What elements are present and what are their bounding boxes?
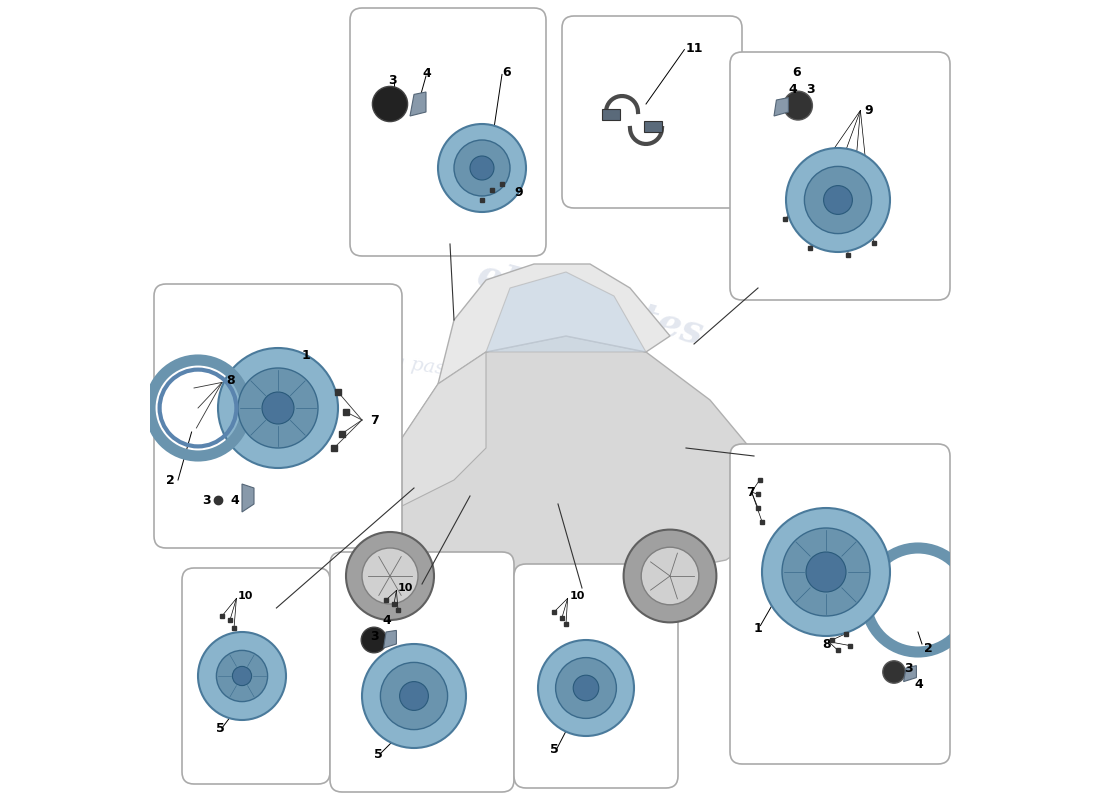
Text: 2: 2 — [166, 474, 175, 486]
FancyBboxPatch shape — [562, 16, 742, 208]
Text: 5: 5 — [216, 722, 224, 734]
Circle shape — [782, 528, 870, 616]
Circle shape — [804, 166, 871, 234]
Text: 10: 10 — [238, 591, 253, 601]
FancyBboxPatch shape — [730, 444, 950, 764]
Text: 8: 8 — [226, 374, 234, 386]
Circle shape — [381, 662, 448, 730]
Polygon shape — [903, 666, 916, 682]
Circle shape — [470, 156, 494, 180]
Text: 3: 3 — [806, 83, 815, 96]
Circle shape — [362, 548, 418, 604]
Circle shape — [217, 650, 267, 702]
Circle shape — [361, 627, 387, 653]
Text: 7: 7 — [746, 486, 755, 498]
Text: 4: 4 — [789, 83, 797, 96]
Text: 3: 3 — [904, 662, 913, 674]
Circle shape — [232, 666, 252, 686]
Circle shape — [556, 658, 616, 718]
Circle shape — [824, 186, 852, 214]
Circle shape — [641, 547, 698, 605]
Circle shape — [538, 640, 634, 736]
Circle shape — [218, 348, 338, 468]
Circle shape — [783, 91, 813, 120]
Text: 4: 4 — [914, 678, 923, 690]
Circle shape — [373, 86, 408, 122]
Polygon shape — [486, 272, 646, 352]
Bar — [602, 109, 619, 120]
Text: 2: 2 — [924, 642, 933, 654]
Polygon shape — [326, 336, 774, 584]
Text: 6: 6 — [792, 66, 801, 78]
Text: 4: 4 — [230, 494, 239, 506]
Circle shape — [438, 124, 526, 212]
Circle shape — [399, 682, 428, 710]
Circle shape — [454, 140, 510, 196]
Text: 4: 4 — [422, 67, 431, 80]
Text: 5: 5 — [374, 748, 383, 761]
Polygon shape — [410, 92, 426, 116]
Circle shape — [262, 392, 294, 424]
Text: 9: 9 — [865, 104, 873, 117]
Text: 3: 3 — [388, 74, 397, 86]
Text: 11: 11 — [686, 42, 704, 54]
Text: 3: 3 — [202, 494, 210, 506]
Circle shape — [624, 530, 716, 622]
Text: a passion for performance 1985: a passion for performance 1985 — [393, 353, 707, 415]
FancyBboxPatch shape — [514, 564, 678, 788]
Polygon shape — [326, 352, 486, 528]
FancyBboxPatch shape — [350, 8, 546, 256]
Circle shape — [762, 508, 890, 636]
FancyBboxPatch shape — [330, 552, 514, 792]
Circle shape — [198, 632, 286, 720]
FancyBboxPatch shape — [182, 568, 330, 784]
Text: 3: 3 — [370, 630, 378, 642]
Text: 10: 10 — [570, 591, 585, 601]
Text: 1: 1 — [302, 350, 310, 362]
Text: 6: 6 — [502, 66, 510, 78]
FancyBboxPatch shape — [730, 52, 950, 300]
Circle shape — [346, 532, 434, 620]
Polygon shape — [242, 484, 254, 512]
Polygon shape — [384, 630, 396, 648]
Circle shape — [786, 148, 890, 252]
Circle shape — [573, 675, 598, 701]
Text: eUnimotes: eUnimotes — [472, 255, 707, 353]
Text: 4: 4 — [382, 614, 390, 626]
Text: 10: 10 — [398, 583, 414, 593]
Polygon shape — [438, 264, 670, 384]
Polygon shape — [774, 98, 789, 116]
Circle shape — [362, 644, 466, 748]
Circle shape — [883, 661, 905, 683]
FancyBboxPatch shape — [154, 284, 402, 548]
Text: 9: 9 — [514, 186, 522, 198]
Text: 1: 1 — [754, 622, 762, 634]
Circle shape — [238, 368, 318, 448]
Text: 8: 8 — [822, 638, 830, 650]
Text: 5: 5 — [550, 743, 559, 756]
Text: 7: 7 — [370, 414, 378, 426]
Bar — [645, 121, 662, 132]
Circle shape — [806, 552, 846, 592]
